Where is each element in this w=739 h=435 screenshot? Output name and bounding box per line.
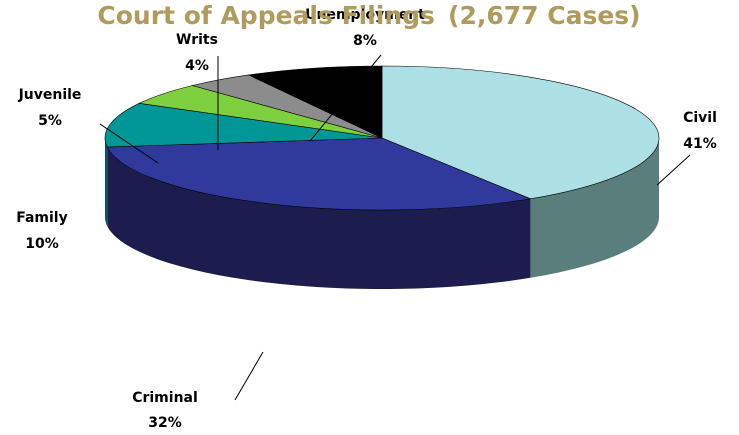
- leader-line-criminal: [234, 351, 264, 401]
- label-name-unemployment: Unemployment: [305, 7, 425, 23]
- label-value-writs: 4%: [185, 58, 209, 74]
- leader-lines: [99, 54, 691, 401]
- pie-slice-family: [104, 103, 383, 148]
- label-name-family: Family: [16, 210, 68, 226]
- leader-line-unemployment: [309, 54, 382, 142]
- pie-side-criminal: [107, 147, 531, 289]
- leader-line-juvenile: [99, 123, 159, 164]
- pie-slice-criminal: [106, 137, 532, 211]
- label-name-writs: Writs: [176, 32, 218, 48]
- pie-tops: [104, 65, 660, 211]
- pie-slice-unemployment: [247, 65, 383, 139]
- leader-line-civil: [656, 154, 691, 186]
- label-value-civil: 41%: [683, 136, 717, 152]
- label-name-criminal: Criminal: [132, 390, 198, 406]
- label-name-civil: Civil: [683, 110, 717, 126]
- pie-side-civil: [530, 138, 659, 278]
- pie-side-family: [105, 138, 108, 227]
- label-name-juvenile: Juvenile: [18, 87, 82, 103]
- label-value-juvenile: 5%: [38, 113, 62, 129]
- pie-slice-civil: [381, 65, 660, 200]
- chart-title: Court of Appeals Filings (2,677 Cases): [97, 1, 640, 30]
- label-value-criminal: 32%: [148, 415, 182, 431]
- label-value-unemployment: 8%: [353, 33, 377, 49]
- pie-sides: [105, 138, 659, 289]
- label-value-family: 10%: [25, 236, 59, 252]
- chart-title-suffix: (2,677 Cases): [448, 1, 641, 30]
- chart-title-main: Court of Appeals Filings: [97, 1, 435, 30]
- slice-labels: Civil 41% Criminal 32% Family 10% Juvenile 5% Wr…: [16, 7, 717, 431]
